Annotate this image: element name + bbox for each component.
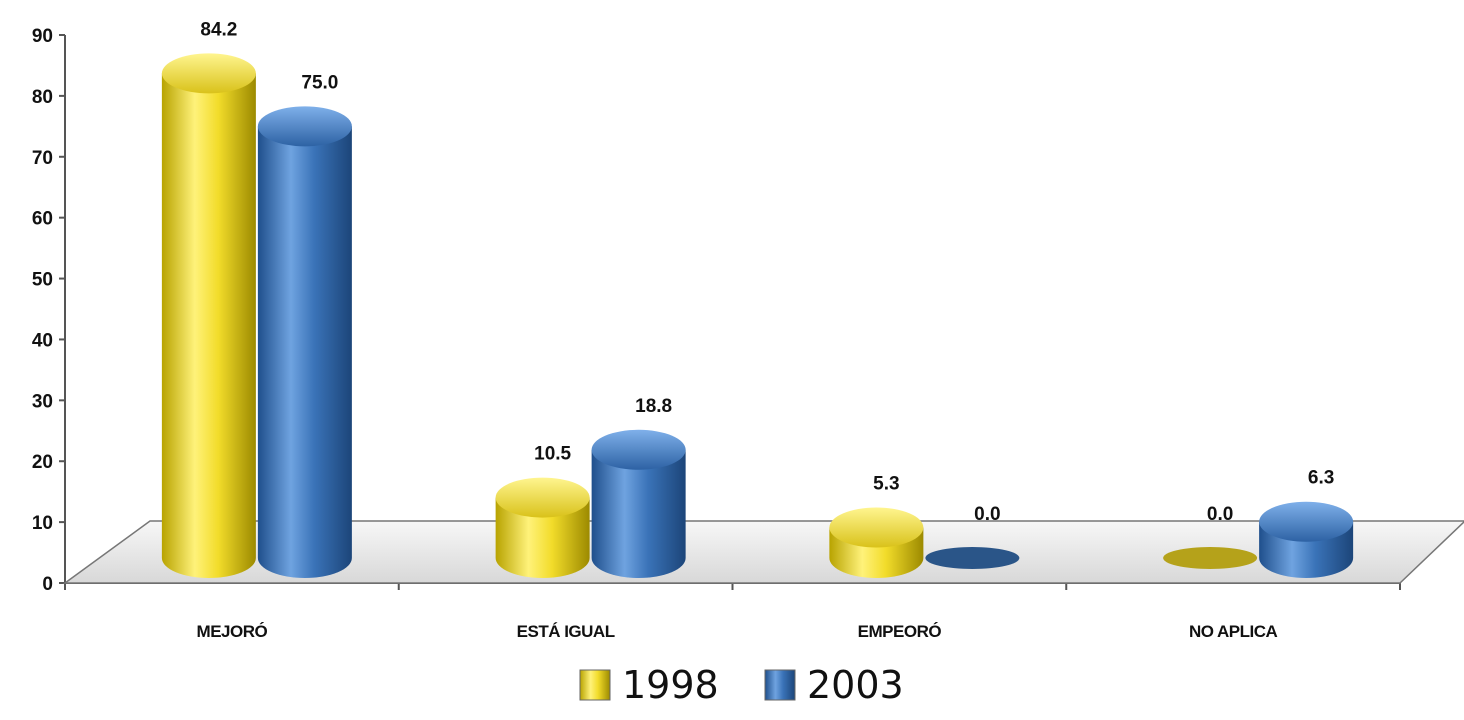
y-tick-label: 90	[32, 26, 53, 47]
bar-top	[829, 507, 924, 548]
bar	[1163, 547, 1258, 569]
bar	[925, 547, 1020, 569]
chart-floor	[62, 520, 1464, 584]
x-category-label: MEJORÓ	[197, 622, 268, 641]
y-tick-label: 0	[42, 574, 53, 595]
x-category-label: EMPEORÓ	[858, 622, 942, 641]
legend-swatch	[579, 669, 611, 701]
bar-top	[591, 429, 686, 470]
y-tick-label: 40	[32, 330, 53, 351]
legend-label: 2003	[807, 663, 904, 707]
y-tick-label: 60	[32, 209, 53, 230]
legend-label: 1998	[622, 663, 719, 707]
bar	[161, 53, 256, 578]
data-label: 0.0	[1207, 504, 1233, 525]
legend: 1998 2003	[579, 663, 904, 707]
bar	[257, 106, 352, 578]
data-label: 75.0	[301, 72, 338, 93]
data-label: 10.5	[534, 444, 571, 465]
bar	[495, 477, 590, 578]
y-tick-label: 70	[32, 148, 53, 169]
bars	[161, 53, 1354, 578]
x-category-label: NO APLICA	[1189, 622, 1278, 641]
bar-zero-disc	[925, 547, 1020, 569]
data-label: 6.3	[1308, 468, 1334, 489]
floor-plane	[62, 520, 1464, 584]
y-tick-label: 10	[32, 513, 53, 534]
y-tick-label: 80	[32, 87, 53, 108]
bar-body	[495, 497, 590, 578]
bar-body	[591, 449, 686, 578]
bar	[591, 429, 686, 578]
bar-body	[161, 73, 256, 578]
legend-swatch	[764, 669, 796, 701]
data-label: 5.3	[873, 473, 899, 494]
y-tick-label: 30	[32, 391, 53, 412]
bar-top	[495, 477, 590, 518]
legend-item: 2003	[764, 663, 904, 707]
bar-top	[161, 53, 256, 94]
data-label: 0.0	[974, 504, 1000, 525]
bar-top	[257, 106, 352, 147]
data-labels: 84.2 75.0 10.5 18.8 5.3 0.0 0.0 6.3	[200, 19, 1334, 525]
bar	[1259, 501, 1354, 578]
bar	[829, 507, 924, 578]
bar-body	[257, 126, 352, 578]
data-label: 18.8	[635, 396, 672, 417]
data-label: 84.2	[200, 19, 237, 40]
x-category-label: ESTÁ IGUAL	[517, 622, 615, 641]
y-tick-label: 20	[32, 452, 53, 473]
y-tick-label: 50	[32, 270, 53, 291]
bar-zero-disc	[1163, 547, 1258, 569]
bar-top	[1259, 501, 1354, 542]
legend-item: 1998	[579, 663, 719, 707]
